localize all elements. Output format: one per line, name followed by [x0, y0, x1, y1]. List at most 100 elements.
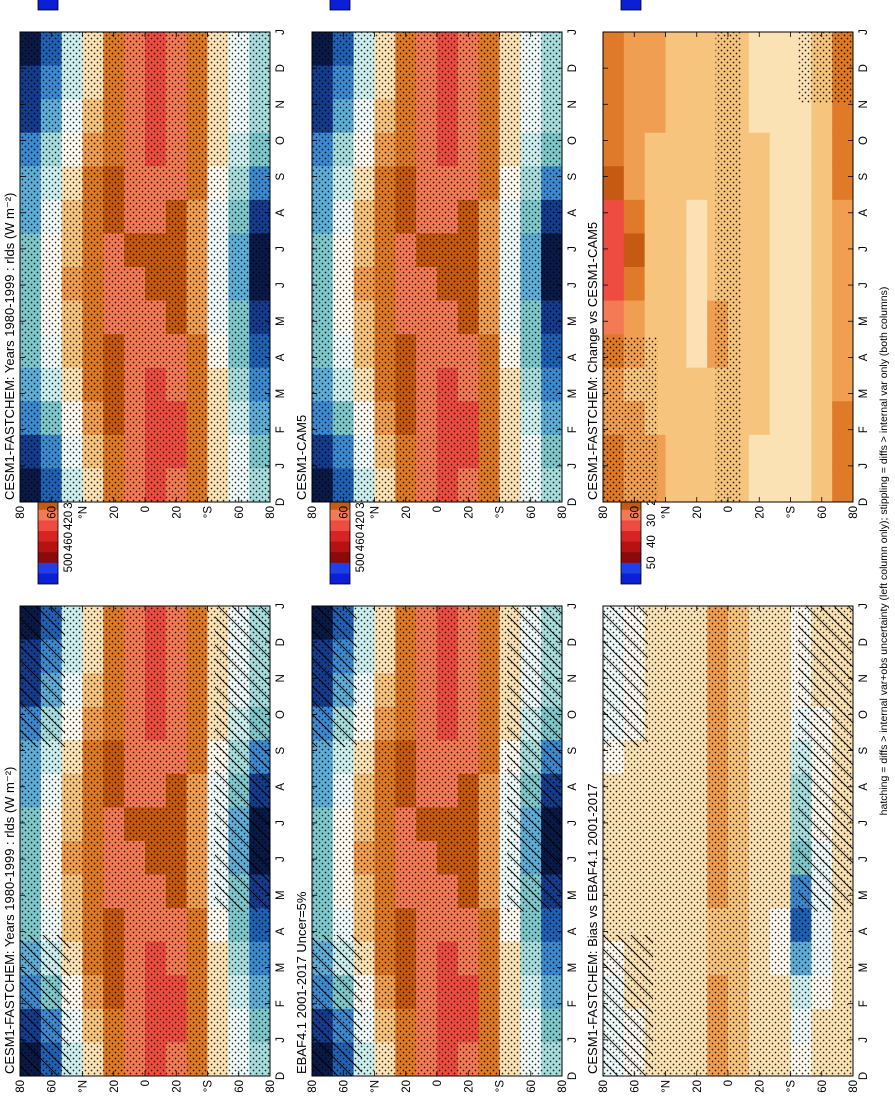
panel-0-lat-tick: 80 — [265, 1080, 277, 1093]
panel-5-cell — [748, 400, 771, 435]
panel-5-lat-tick: 20 — [754, 506, 766, 519]
panel-2-month-tick: J — [567, 1037, 579, 1043]
panel-5-cell — [790, 132, 812, 167]
panel-0-lat-tick: 60 — [234, 1080, 246, 1093]
panel-5-month-tick: M — [858, 389, 870, 399]
panel-5-cell — [748, 165, 771, 200]
colorbar-1-swatch-0 — [38, 0, 58, 10]
panel-5-cell — [811, 400, 833, 435]
panel-2-lat-tick: 0 — [432, 1080, 444, 1086]
panel-5-cell — [811, 266, 833, 301]
panel-0-lat-tick: 80 — [15, 1080, 27, 1093]
panel-5-cell — [832, 232, 853, 267]
panel-5-cell — [790, 299, 812, 335]
panel-5-cell — [811, 367, 833, 402]
panel-4-hatching — [603, 606, 853, 1076]
panel-4-month-tick: D — [858, 1072, 870, 1080]
panel-5-cell — [748, 132, 771, 167]
panel-1-month-tick: A — [275, 353, 287, 361]
panel-5-cell — [686, 199, 708, 234]
panel-2-month-tick: D — [567, 638, 579, 646]
panel-5-cell — [832, 400, 853, 435]
panel-5-title: CESM1-FASTCHEM: Change vs CESM1-CAM5 — [585, 222, 600, 500]
panel-4-lat-tick: 20 — [692, 1080, 704, 1093]
panel-5-month-tick: N — [858, 100, 870, 108]
panel-5-cell — [665, 467, 687, 502]
panel-5-cell — [790, 98, 812, 133]
panel-5-lat-tick: 20 — [692, 506, 704, 519]
panel-5-cell — [686, 64, 708, 100]
colorbar-0-label-0: 500 — [63, 553, 75, 572]
panel-4-stippling — [603, 606, 853, 1076]
panels: D J F M A M J J A S O N D J 80 60 °N 20 0 20 °S 60 80 CESM1-FAS… — [2, 0, 870, 1093]
colorbar-0-swatch-2 — [38, 551, 58, 563]
panel-3-month-tick: J — [567, 463, 579, 469]
panel-5-cell — [748, 467, 771, 502]
colorbar-1-frame — [37, 0, 59, 11]
panel-2-month-tick: N — [567, 674, 579, 682]
panel-5-cell — [686, 266, 708, 301]
panel-2-hatching — [312, 606, 562, 1076]
panel-1-lat-tick: 20 — [171, 506, 183, 519]
panel-1-month-tick: N — [275, 100, 287, 108]
panel-2-month-tick: M — [567, 890, 579, 900]
panel-1-lat-tick: °S — [203, 506, 215, 519]
panel-5-cell — [811, 98, 833, 133]
panel-5-cell — [644, 64, 667, 100]
panel-3-month-tick: M — [567, 389, 579, 399]
panel-5-cell — [832, 299, 853, 335]
panel-5-month-tick: J — [858, 282, 870, 288]
colorbar-2-swatch-1 — [330, 562, 350, 574]
panel-5-lat-tick: 60 — [817, 506, 829, 519]
panel-5-cell — [623, 132, 646, 167]
panel-0-lat-tick: °N — [78, 1080, 90, 1093]
panel-5-cell — [623, 64, 646, 100]
panel-4-month-tick: J — [858, 820, 870, 826]
panel-5-cell — [748, 299, 771, 335]
colorbar-0-swatch-3 — [38, 541, 58, 553]
panel-2-lat-tick: 20 — [463, 1080, 475, 1093]
panel-0-month-tick: M — [275, 963, 287, 973]
panel-1-month-tick: F — [275, 426, 287, 433]
panel-1-month-tick: J — [275, 282, 287, 288]
panel-2-lat-tick: °S — [495, 1080, 507, 1093]
panel-5-cell — [769, 232, 792, 267]
panel-2-lat-tick: °N — [370, 1080, 382, 1093]
panel-5-cell — [790, 266, 812, 301]
panel-5-cell — [769, 165, 792, 200]
panel-1-month-tick: M — [275, 316, 287, 326]
panel-1-month-tick: D — [275, 64, 287, 72]
panel-5-cell — [832, 367, 853, 402]
colorbar-3-swatch-0 — [330, 0, 350, 10]
colorbar-4-swatch-1 — [621, 562, 641, 574]
panel-0-month-tick: S — [275, 746, 287, 754]
panel-5-cell — [790, 199, 812, 234]
panel-2-month-tick: J — [567, 820, 579, 826]
panel-5-cell — [603, 132, 625, 167]
panel-3-month-tick: J — [567, 29, 579, 35]
panel-0-month-tick: A — [275, 783, 287, 791]
panel-5-cell — [623, 32, 646, 66]
panel-0-month-tick: J — [275, 820, 287, 826]
panel-5-cell — [790, 165, 812, 200]
panel-3-month-tick: S — [567, 172, 579, 180]
panel-5-cell — [665, 266, 687, 301]
colorbar-5-frame — [620, 0, 642, 11]
panel-5-cell — [644, 232, 667, 267]
panel-5-cell — [769, 467, 792, 502]
panel-0-month-tick: M — [275, 890, 287, 900]
panel-4: D J F M A M J J A S O N D J 80 60 °N 20 0 20 °S 60 80 CESM1-FAS… — [585, 339, 870, 1093]
colorbar-2-label-1: 460 — [355, 532, 367, 551]
panel-5-stippling — [603, 32, 853, 502]
panel-4-month-tick: O — [858, 710, 870, 719]
colorbar-2-swatch-3 — [330, 541, 350, 553]
panel-5-cell — [665, 32, 687, 66]
panel-5-cell — [644, 32, 667, 66]
panel-0-hatching — [20, 606, 270, 1076]
panel-4-lat-tick: 20 — [754, 1080, 766, 1093]
panel-5-cell — [644, 299, 667, 335]
panel-5-cell — [832, 434, 853, 469]
colorbar-2-label-2: 420 — [355, 511, 367, 530]
panel-5-cell — [748, 333, 771, 368]
panel-5-cell — [686, 32, 708, 66]
